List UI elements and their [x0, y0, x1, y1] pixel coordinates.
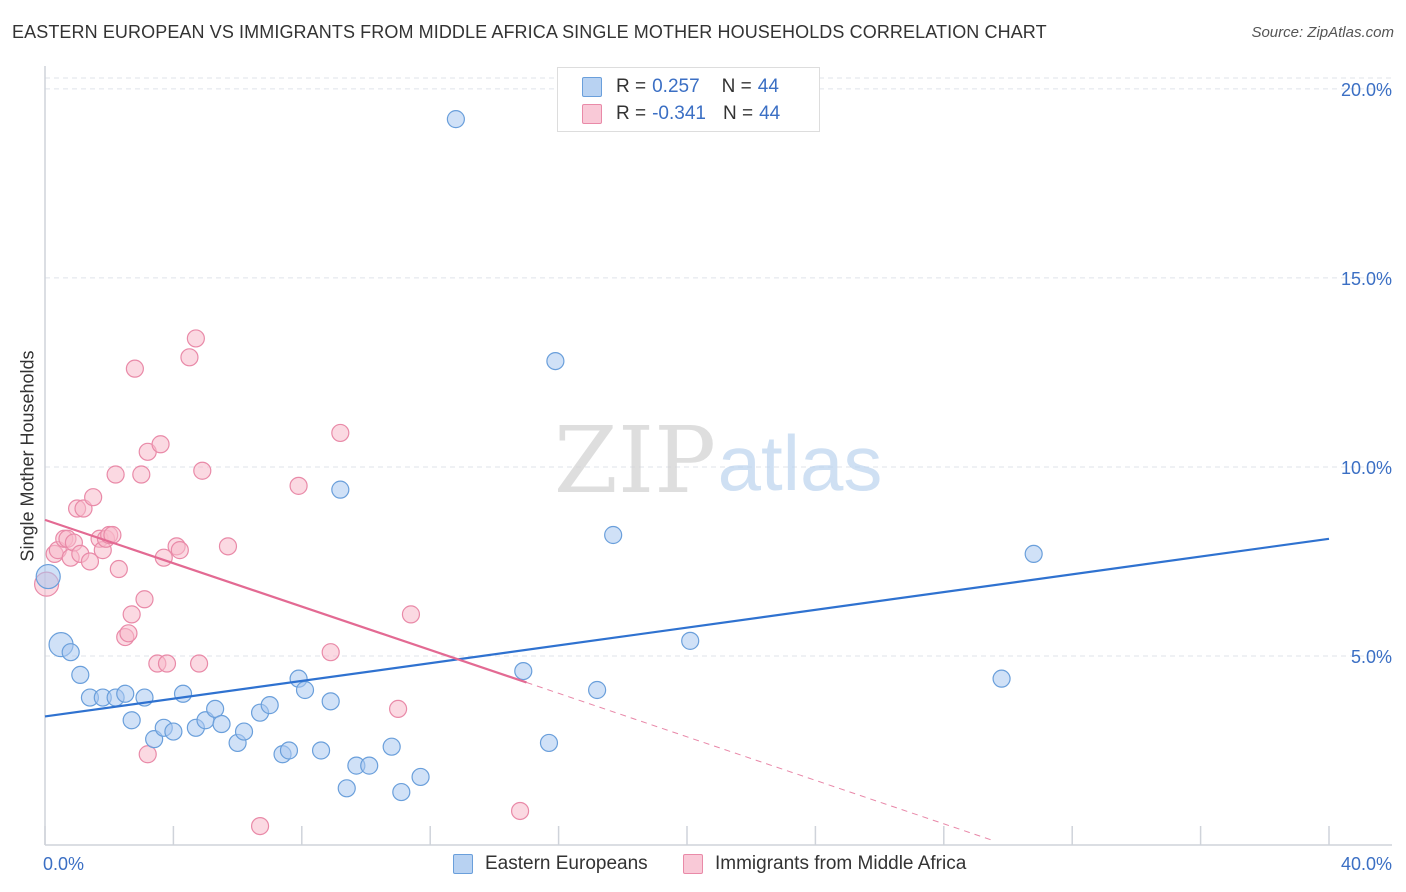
y-axis-label: Single Mother Households — [17, 350, 38, 562]
point-eastern-european — [604, 525, 623, 545]
legend-n-label: N = — [721, 76, 752, 97]
legend-r-label: R = — [616, 76, 647, 97]
point-eastern-european — [122, 711, 141, 730]
point-middle-africa — [151, 435, 170, 454]
series-swatch-pink — [683, 854, 703, 874]
point-middle-africa — [132, 465, 151, 484]
point-eastern-european — [411, 767, 430, 787]
legend-row-pink: R = -0.341 N = 44 — [582, 101, 780, 127]
point-middle-africa — [389, 699, 408, 719]
point-middle-africa — [510, 801, 530, 821]
point-eastern-european — [279, 741, 299, 760]
point-middle-africa — [106, 465, 125, 484]
legend-n-label: N = — [722, 103, 754, 124]
point-eastern-european — [295, 680, 315, 700]
point-middle-africa — [135, 590, 154, 609]
point-eastern-european — [234, 722, 254, 741]
point-eastern-european — [311, 741, 331, 760]
point-middle-africa — [119, 624, 138, 643]
y-tick-label: 5.0% — [1351, 647, 1392, 667]
trend-line-middle-africa-extension — [526, 681, 996, 842]
legend-row-blue: R = 0.257 N = 44 — [582, 74, 779, 100]
point-eastern-european — [116, 684, 135, 703]
legend-r-label: R = — [616, 103, 647, 124]
point-eastern-european — [164, 722, 183, 741]
point-middle-africa — [218, 537, 238, 556]
source-credit: Source: ZipAtlas.com — [1251, 24, 1394, 41]
point-middle-africa — [122, 605, 141, 624]
point-eastern-european — [212, 714, 231, 734]
point-middle-africa — [189, 654, 209, 673]
point-eastern-european — [260, 696, 279, 715]
point-middle-africa — [109, 559, 128, 579]
point-eastern-european — [992, 669, 1011, 688]
point-eastern-european — [514, 661, 533, 681]
point-middle-africa — [180, 348, 199, 367]
point-middle-africa — [321, 643, 340, 662]
legend-swatch-blue — [582, 77, 602, 97]
legend-r-value-pink: -0.341 — [652, 103, 706, 124]
series-name-pink: Immigrants from Middle Africa — [715, 853, 967, 874]
point-eastern-european — [392, 782, 411, 802]
watermark-atlas: atlas — [718, 419, 883, 507]
point-eastern-european — [61, 643, 80, 662]
y-tick-label: 10.0% — [1341, 458, 1392, 478]
point-middle-africa — [186, 329, 205, 348]
point-eastern-european — [546, 351, 565, 371]
watermark-zip: ZIP — [554, 407, 716, 514]
trend-line-middle-africa — [44, 518, 527, 684]
point-eastern-european — [71, 665, 90, 684]
point-eastern-european — [35, 563, 61, 590]
gridlines — [45, 77, 1392, 657]
series-swatch-blue — [453, 854, 473, 874]
y-tick-label: 15.0% — [1341, 269, 1392, 289]
point-eastern-european — [206, 699, 225, 719]
point-middle-africa — [125, 359, 144, 378]
legend-swatch-pink — [582, 104, 602, 124]
point-middle-africa — [138, 745, 157, 764]
point-middle-africa — [80, 552, 100, 571]
point-eastern-european — [321, 692, 340, 711]
x-tick-label: 40.0% — [1341, 854, 1392, 874]
point-eastern-european — [360, 756, 379, 775]
point-eastern-european — [1024, 544, 1043, 564]
point-eastern-european — [382, 737, 401, 756]
axes — [44, 66, 1392, 846]
series-legend-eastern-europeans: Eastern Europeans — [453, 851, 648, 877]
point-middle-africa — [157, 654, 177, 673]
series-name-blue: Eastern Europeans — [485, 853, 648, 874]
x-tick-label: 0.0% — [43, 854, 84, 874]
tick-labels: 5.0% 10.0% 15.0% 20.0% 0.0% 40.0% — [43, 80, 1392, 874]
point-middle-africa — [401, 605, 421, 624]
legend-r-value-blue: 0.257 — [652, 76, 700, 97]
point-middle-africa — [170, 541, 189, 560]
trend-line-eastern-europeans — [44, 537, 1330, 718]
point-middle-africa — [193, 461, 212, 480]
correlation-legend: R = 0.257 N = 44 R = -0.341 N = 44 — [557, 67, 820, 132]
point-eastern-european — [588, 680, 607, 700]
point-eastern-european — [337, 779, 356, 798]
y-tick-label: 20.0% — [1341, 80, 1392, 100]
point-eastern-european — [539, 733, 559, 753]
point-eastern-european — [681, 631, 700, 650]
point-eastern-european — [173, 684, 193, 703]
point-middle-africa — [331, 423, 350, 443]
point-middle-africa — [289, 476, 308, 495]
data-points — [34, 110, 1043, 836]
point-middle-africa — [84, 488, 103, 507]
legend-n-value-pink: 44 — [759, 103, 781, 124]
series-legend-middle-africa: Immigrants from Middle Africa — [683, 851, 966, 877]
point-eastern-european — [331, 480, 350, 499]
point-middle-africa — [250, 816, 270, 836]
legend-n-value-blue: 44 — [757, 76, 779, 97]
trend-lines — [44, 518, 1330, 842]
chart-title: EASTERN EUROPEAN VS IMMIGRANTS FROM MIDD… — [12, 22, 1047, 42]
point-eastern-european — [446, 110, 465, 129]
